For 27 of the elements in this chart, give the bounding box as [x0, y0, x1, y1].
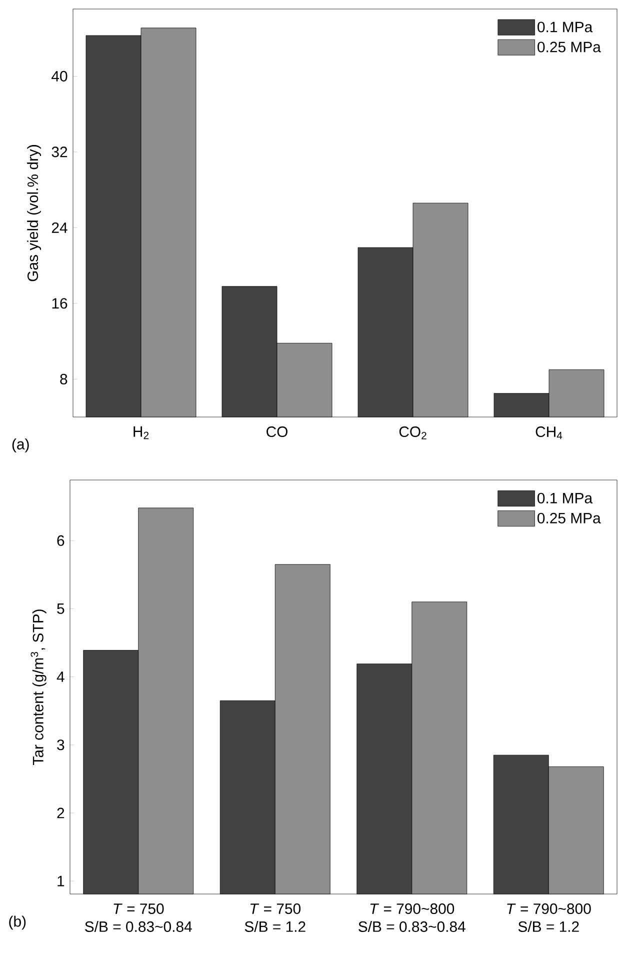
y-tick-label: 5	[57, 603, 64, 614]
x-tick-label: CH$_{4}$	[536, 426, 562, 440]
x-tick-label: T = 750 S/B = 0.83~0.84	[85, 903, 192, 932]
text: (a)	[12, 438, 29, 452]
y-tick-label: 1	[58, 876, 64, 886]
y-tick-label: 3	[57, 740, 64, 750]
y-tick-label: 2	[57, 808, 64, 818]
y-tick-label: 16	[52, 298, 68, 309]
y-axis-title: Tar content (g/m$^{3}$, STP)	[30, 610, 46, 765]
x-tick-label: T = 790~800 S/B = 0.83~0.84	[358, 903, 466, 932]
y-tick-label: 32	[52, 146, 68, 158]
y-tick-label: 4	[56, 672, 64, 682]
y-axis-title: Gas yield (vol.% dry)	[27, 145, 42, 282]
x-tick-label: T = 790~800 S/B = 1.2	[507, 903, 591, 932]
legend-label: 0.25 MPa	[537, 512, 601, 524]
x-tick-label: CO	[266, 426, 288, 437]
x-tick-label: H$_{2}$	[134, 426, 149, 440]
text: (b)	[9, 916, 26, 930]
x-tick-label: T = 750 S/B = 1.2	[244, 903, 306, 932]
legend-label: 0.1 MPa	[537, 492, 593, 504]
legend-label: 0.25 MPa	[538, 42, 601, 52]
y-tick-label: 8	[60, 374, 68, 384]
y-tick-label: 40	[52, 70, 68, 82]
y-tick-label: 6	[57, 535, 64, 546]
x-tick-label: CO$_{2}$	[399, 426, 426, 440]
legend-label: 0.1 MPa	[538, 22, 593, 32]
y-tick-label: 24	[52, 222, 68, 233]
